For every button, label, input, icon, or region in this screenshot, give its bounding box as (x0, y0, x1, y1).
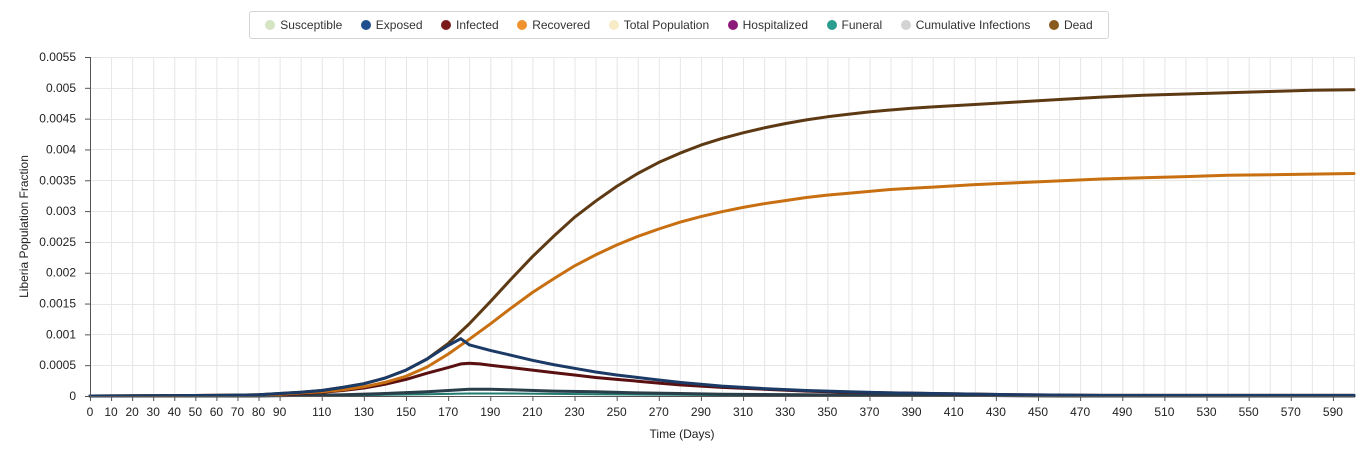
legend-item[interactable]: Exposed (360, 18, 423, 32)
x-tick-label: 510 (1154, 405, 1174, 419)
legend-dot-icon (608, 20, 619, 30)
x-tick-label: 490 (1112, 405, 1132, 419)
y-tick-label: 0.0005 (39, 358, 76, 372)
x-tick-label: 80 (252, 405, 266, 419)
legend-label: Dead (1063, 18, 1093, 32)
x-tick-label: 20 (125, 405, 139, 419)
y-tick-label: 0.0055 (39, 50, 76, 64)
x-tick-label: 70 (231, 405, 245, 419)
legend-dot-icon (265, 20, 276, 30)
legend-item[interactable]: Susceptible (265, 18, 342, 32)
legend-item[interactable]: Funeral (826, 18, 883, 32)
x-tick-label: 410 (944, 405, 964, 419)
x-tick-label: 270 (649, 405, 669, 419)
x-tick-label: 40 (168, 405, 182, 419)
legend-dot-icon (1048, 20, 1059, 30)
legend-dot-icon (900, 20, 911, 30)
legend-item[interactable]: Total Population (608, 18, 710, 32)
x-tick-label: 530 (1197, 405, 1217, 419)
x-tick-label: 210 (522, 405, 542, 419)
legend-label: Recovered (532, 18, 591, 32)
legend-dot-icon (727, 20, 738, 30)
legend-label: Infected (456, 18, 499, 32)
chart-series (88, 88, 1356, 398)
legend-item[interactable]: Cumulative Infections (900, 18, 1031, 32)
chart-grid (90, 57, 1355, 397)
x-tick-label: 390 (902, 405, 922, 419)
x-tick-label: 450 (1028, 405, 1048, 419)
x-tick-label: 0 (87, 405, 94, 419)
x-tick-label: 150 (396, 405, 416, 419)
legend-dot-icon (517, 20, 528, 30)
legend-label: Cumulative Infections (915, 18, 1031, 32)
legend-label: Hospitalized (742, 18, 809, 32)
y-tick-label: 0.0015 (39, 297, 76, 311)
x-tick-label: 230 (565, 405, 585, 419)
legend-item[interactable]: Hospitalized (727, 18, 809, 32)
legend-item[interactable]: Recovered (517, 18, 590, 32)
series-line-exposed (88, 337, 1356, 398)
x-axis-label: Time (Days) (650, 427, 715, 441)
x-tick-label: 190 (480, 405, 500, 419)
chart-legend: Susceptible Exposed Infected Recovered Total… (249, 11, 1109, 39)
x-tick-label: 250 (607, 405, 627, 419)
series-line-recovered (88, 172, 1356, 398)
x-tick-label: 550 (1239, 405, 1259, 419)
y-tick-label: 0.002 (46, 266, 76, 280)
x-tick-label: 570 (1281, 405, 1301, 419)
x-tick-label: 330 (775, 405, 795, 419)
x-tick-label: 470 (1070, 405, 1090, 419)
y-tick-label: 0.003 (46, 204, 76, 218)
x-tick-label: 30 (147, 405, 161, 419)
x-tick-label: 60 (210, 405, 224, 419)
legend-label: Exposed (375, 18, 423, 32)
x-tick-label: 10 (104, 405, 118, 419)
legend-dot-icon (826, 20, 837, 30)
y-tick-label: 0.0025 (39, 235, 76, 249)
x-tick-label: 370 (859, 405, 879, 419)
x-tick-label: 50 (189, 405, 203, 419)
x-tick-label: 290 (691, 405, 711, 419)
legend-item[interactable]: Dead (1048, 18, 1093, 32)
x-tick-label: 90 (273, 405, 287, 419)
legend-label: Funeral (841, 18, 883, 32)
legend-label: Total Population (623, 18, 710, 32)
y-axis-label: Liberia Population Fraction (17, 155, 31, 298)
y-tick-label: 0.0035 (39, 173, 76, 187)
y-tick-label: 0 (69, 389, 76, 403)
x-axis-ticks: 0 10 20 30 40 50 60 70 80 90 110 130 150 170 190 210 230… (87, 396, 1343, 419)
x-tick-label: 130 (354, 405, 374, 419)
x-tick-label: 110 (312, 405, 331, 419)
y-axis-ticks: 0 0.0005 0.001 0.0015 0.002 0.0025 0.003 0.0035… (39, 50, 90, 403)
legend-label: Susceptible (280, 18, 343, 32)
y-tick-label: 0.005 (46, 81, 76, 95)
legend-dot-icon (360, 20, 371, 30)
y-tick-label: 0.001 (46, 327, 76, 341)
x-tick-label: 310 (733, 405, 753, 419)
legend-item[interactable]: Infected (441, 18, 499, 32)
x-tick-label: 430 (986, 405, 1006, 419)
legend-dot-icon (441, 20, 451, 30)
y-tick-label: 0.0045 (39, 112, 76, 126)
x-tick-label: 590 (1323, 405, 1343, 419)
y-tick-label: 0.004 (46, 142, 76, 156)
x-tick-label: 350 (817, 405, 837, 419)
x-tick-label: 170 (438, 405, 458, 419)
